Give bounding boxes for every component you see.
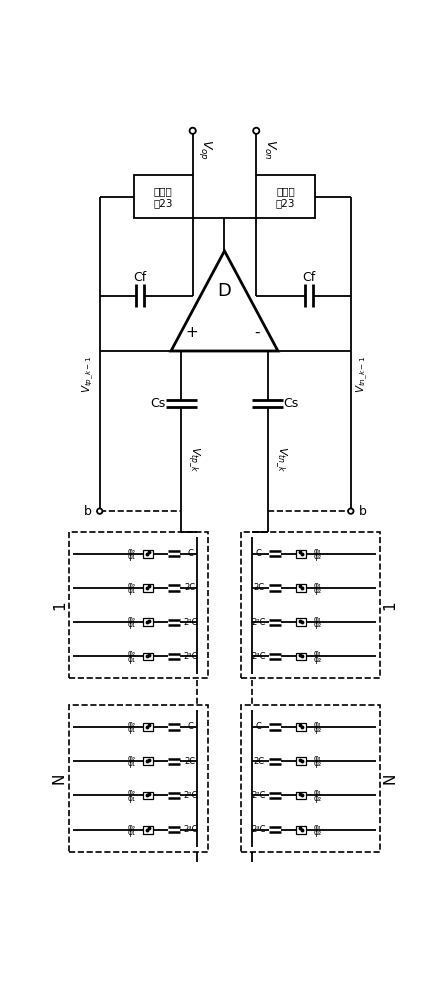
Text: C: C <box>256 722 261 731</box>
Text: φ₂: φ₂ <box>127 649 136 658</box>
Text: φ₂: φ₂ <box>313 620 321 629</box>
Text: $V_{tp\_k}$: $V_{tp\_k}$ <box>186 446 201 472</box>
Text: φ₂: φ₂ <box>127 547 136 556</box>
Text: Cf: Cf <box>302 271 315 284</box>
Text: φ₁: φ₁ <box>313 581 321 590</box>
Bar <box>296 757 306 765</box>
Bar <box>134 175 193 218</box>
Circle shape <box>190 128 196 134</box>
Text: φ₁: φ₁ <box>128 725 136 734</box>
Bar <box>143 653 153 660</box>
Bar <box>143 618 153 626</box>
Text: 2³C: 2³C <box>251 652 266 661</box>
Text: φ₁: φ₁ <box>128 794 136 803</box>
Text: φ₂: φ₂ <box>127 615 136 624</box>
Text: φ₂: φ₂ <box>313 759 321 768</box>
Bar <box>143 550 153 558</box>
Text: N: N <box>382 773 397 784</box>
Bar <box>69 532 208 678</box>
Text: 全23: 全23 <box>276 198 296 208</box>
Text: φ₂: φ₂ <box>127 823 136 832</box>
Text: C: C <box>187 549 193 558</box>
Text: 2C: 2C <box>253 583 264 592</box>
Text: φ₁: φ₁ <box>313 823 321 832</box>
Text: φ₂: φ₂ <box>127 581 136 590</box>
Text: φ₁: φ₁ <box>128 828 136 837</box>
Bar <box>296 723 306 731</box>
Text: 2C: 2C <box>185 757 196 766</box>
Text: 全23: 全23 <box>153 198 173 208</box>
Bar <box>143 723 153 731</box>
Text: 2²C: 2²C <box>183 791 198 800</box>
Text: φ₂: φ₂ <box>313 552 321 561</box>
Text: D: D <box>218 282 231 300</box>
Text: 锁存电: 锁存电 <box>276 186 295 196</box>
Text: -: - <box>254 325 260 340</box>
Text: φ₁: φ₁ <box>128 620 136 629</box>
Text: φ₁: φ₁ <box>313 754 321 763</box>
Text: +: + <box>186 325 198 340</box>
Text: $V_{tn\_k-1}$: $V_{tn\_k-1}$ <box>355 355 370 393</box>
Text: φ₂: φ₂ <box>127 720 136 729</box>
Text: φ₂: φ₂ <box>313 794 321 803</box>
Text: b: b <box>84 505 92 518</box>
Text: 2³C: 2³C <box>183 652 198 661</box>
Text: φ₂: φ₂ <box>313 586 321 595</box>
Polygon shape <box>171 251 278 351</box>
Text: 2C: 2C <box>253 757 264 766</box>
Text: φ₂: φ₂ <box>127 754 136 763</box>
Text: φ₁: φ₁ <box>128 586 136 595</box>
Text: $V_{on}$: $V_{on}$ <box>262 139 277 160</box>
Text: 1: 1 <box>52 600 67 610</box>
Text: 2³C: 2³C <box>251 825 266 834</box>
Bar <box>296 792 306 799</box>
Bar <box>296 550 306 558</box>
Text: 2²C: 2²C <box>251 618 266 627</box>
Text: φ₁: φ₁ <box>128 759 136 768</box>
Text: 2²C: 2²C <box>251 791 266 800</box>
Text: 2C: 2C <box>185 583 196 592</box>
Text: φ₂: φ₂ <box>313 725 321 734</box>
Text: φ₂: φ₂ <box>313 655 321 664</box>
Text: 2²C: 2²C <box>183 618 198 627</box>
Text: φ₁: φ₁ <box>128 552 136 561</box>
Circle shape <box>253 128 259 134</box>
Text: φ₂: φ₂ <box>127 788 136 797</box>
Bar <box>69 705 208 852</box>
Text: φ₁: φ₁ <box>313 547 321 556</box>
Text: 1: 1 <box>382 600 397 610</box>
Text: N: N <box>52 773 67 784</box>
Text: $V_{op}$: $V_{op}$ <box>198 139 214 160</box>
Bar <box>143 584 153 592</box>
Bar <box>296 584 306 592</box>
Text: Cs: Cs <box>150 397 166 410</box>
Text: φ₁: φ₁ <box>313 788 321 797</box>
Text: $V_{tp\_k-1}$: $V_{tp\_k-1}$ <box>81 355 96 393</box>
Bar <box>296 618 306 626</box>
Text: Cs: Cs <box>283 397 299 410</box>
Circle shape <box>348 508 353 514</box>
Text: φ₁: φ₁ <box>313 720 321 729</box>
Circle shape <box>97 508 102 514</box>
Text: φ₁: φ₁ <box>128 655 136 664</box>
Text: C: C <box>256 549 261 558</box>
Bar <box>296 653 306 660</box>
Bar <box>256 175 315 218</box>
Bar <box>143 757 153 765</box>
Text: φ₁: φ₁ <box>313 615 321 624</box>
Text: b: b <box>359 505 367 518</box>
Bar <box>143 792 153 799</box>
Bar <box>241 532 380 678</box>
Text: φ₂: φ₂ <box>313 828 321 837</box>
Text: C: C <box>187 722 193 731</box>
Text: $V_{tn\_k}$: $V_{tn\_k}$ <box>272 446 288 472</box>
Bar <box>143 826 153 834</box>
Text: φ₁: φ₁ <box>313 649 321 658</box>
Text: 锁存电: 锁存电 <box>154 186 173 196</box>
Bar <box>241 705 380 852</box>
Text: Cf: Cf <box>134 271 147 284</box>
Bar <box>296 826 306 834</box>
Text: 2³C: 2³C <box>183 825 198 834</box>
